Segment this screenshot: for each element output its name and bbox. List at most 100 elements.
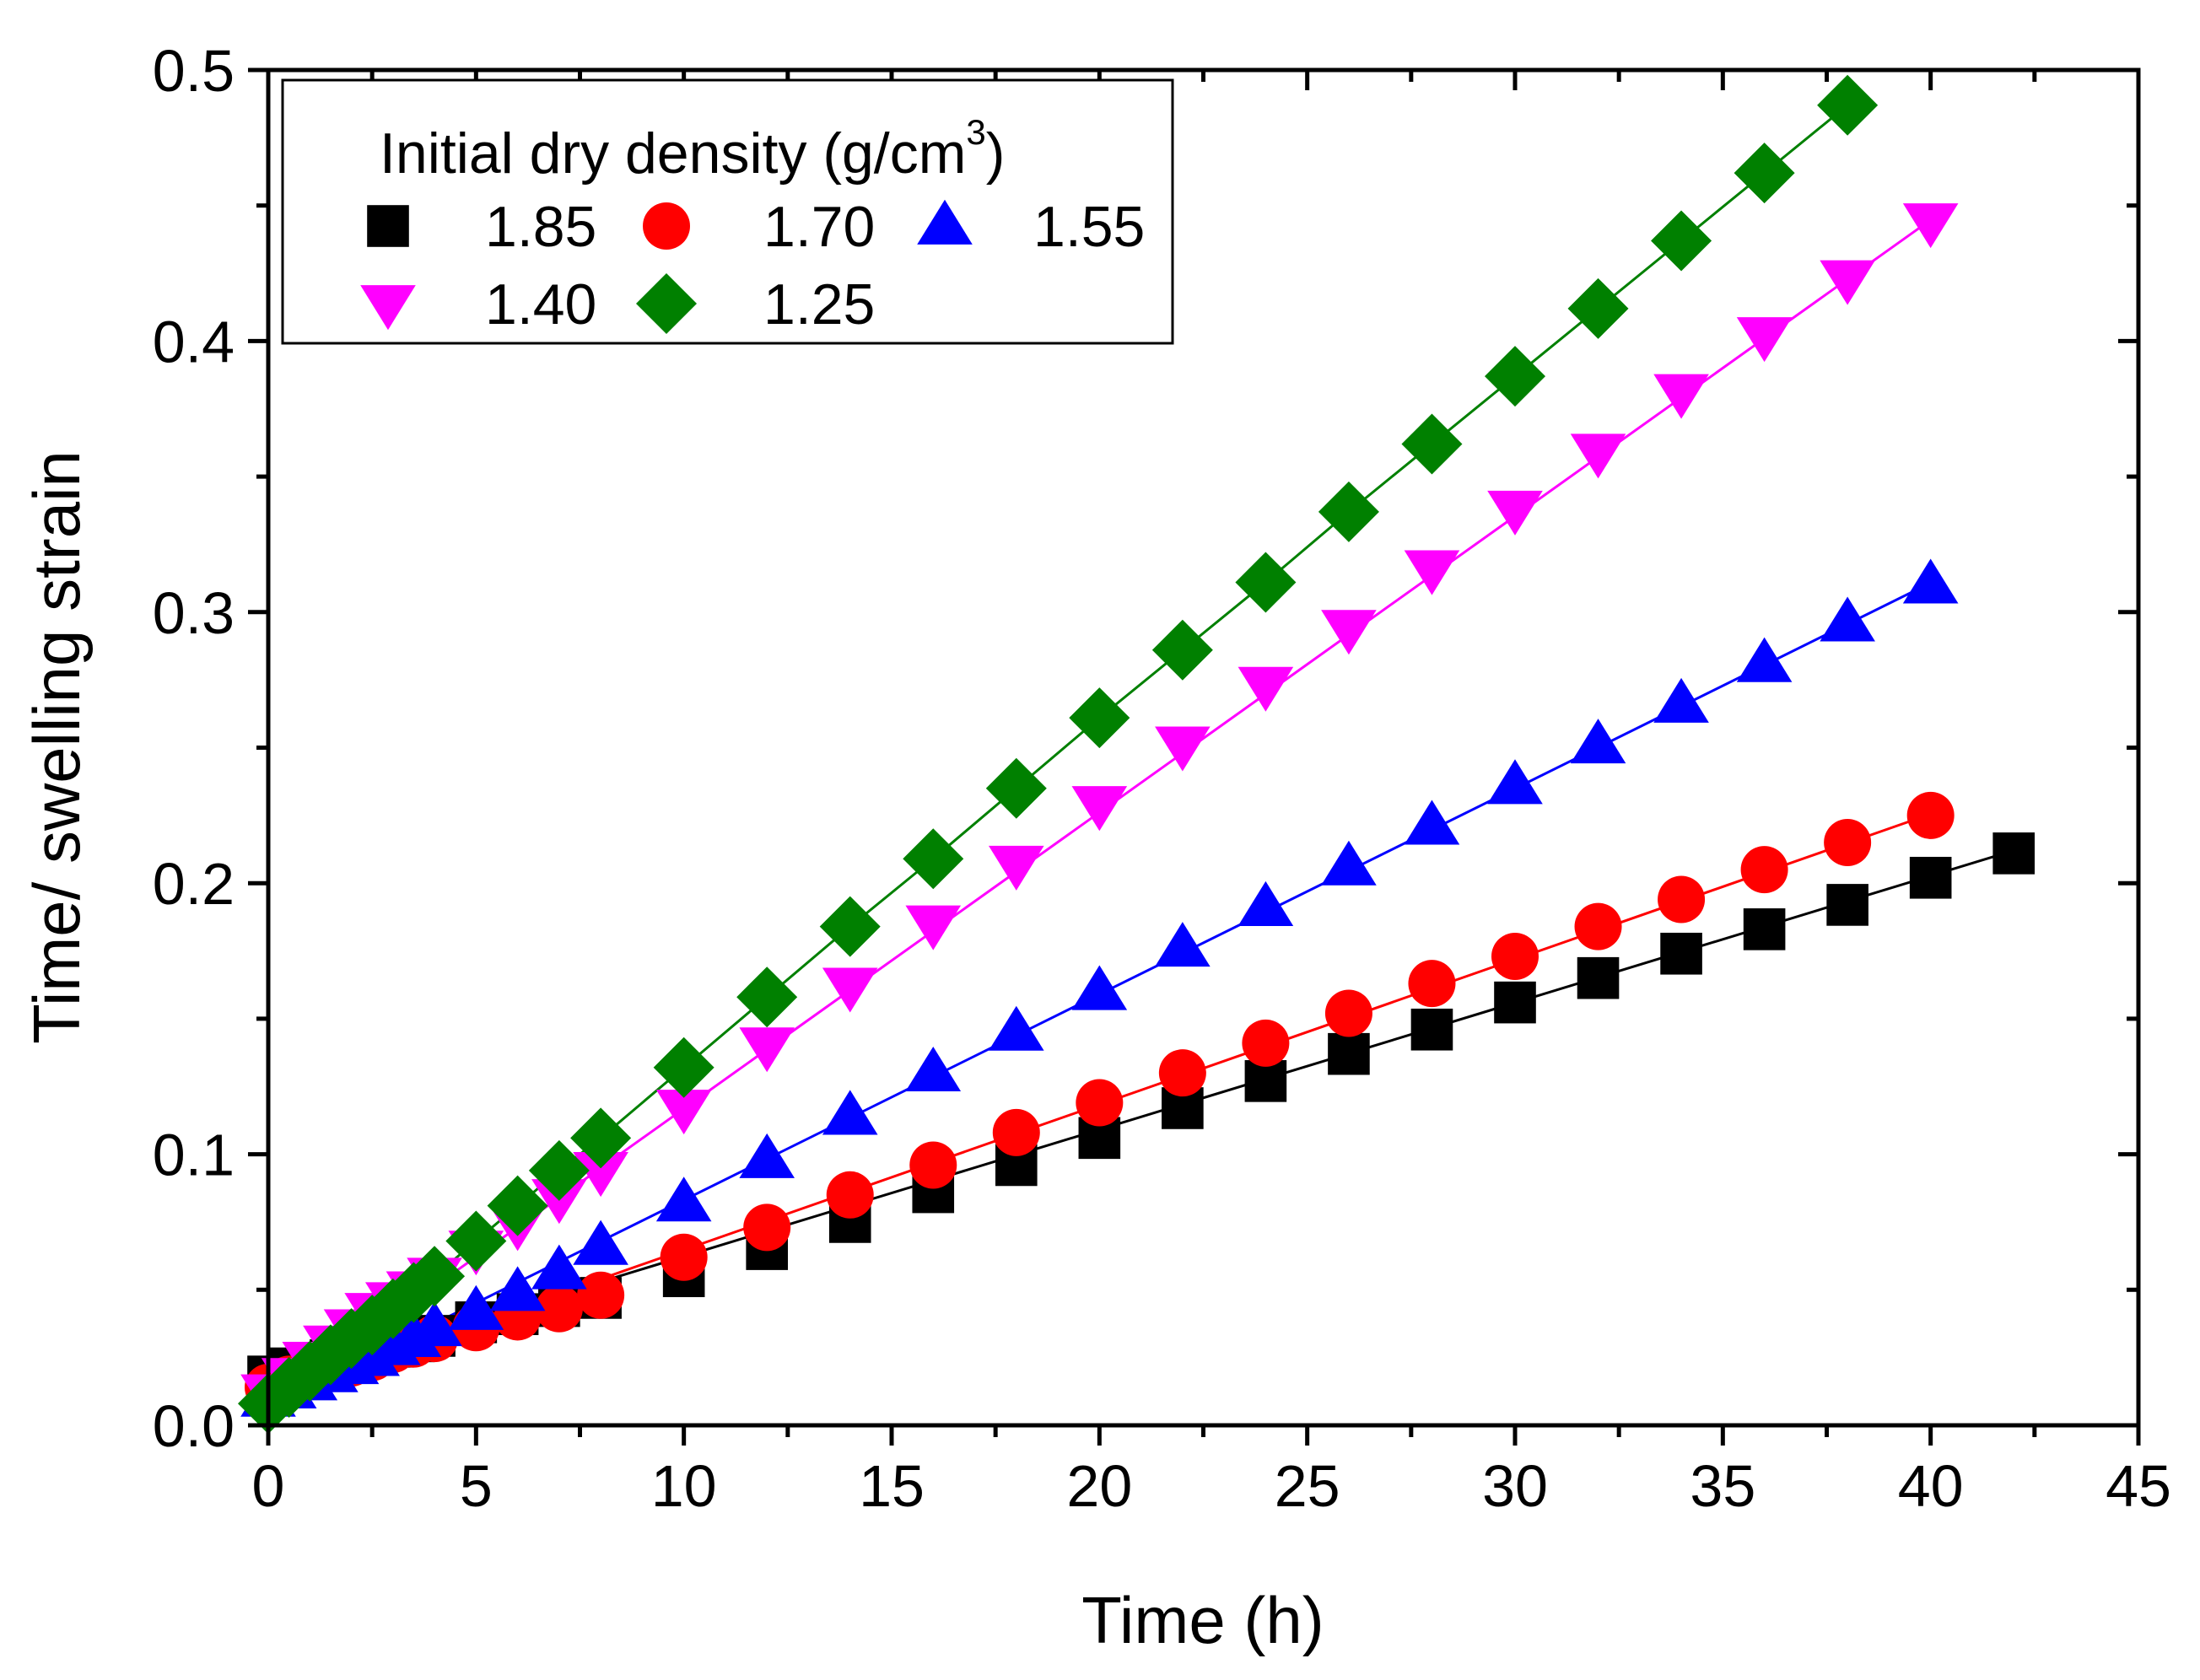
x-axis-title: Time (h) <box>1081 1583 1324 1657</box>
series-1_70-point <box>1408 960 1456 1008</box>
series-1_55-point <box>822 1090 878 1135</box>
series-1_85-point <box>1494 981 1536 1024</box>
legend-marker <box>643 202 690 250</box>
series-1_25-point <box>1151 619 1213 681</box>
series-1_70-point <box>577 1271 625 1319</box>
series-1_55-point <box>489 1266 546 1311</box>
series-1_55-point <box>448 1284 504 1330</box>
series-1_55-point <box>407 1301 462 1347</box>
series-1_40-point <box>1404 550 1460 595</box>
x-tick-label: 5 <box>460 1453 493 1519</box>
series-1_40-point <box>1155 726 1211 772</box>
series-1_85-point <box>1328 1032 1370 1075</box>
series-1_70-point <box>826 1171 874 1219</box>
series-1_40-point <box>1487 490 1543 536</box>
series-1_70-point <box>1491 932 1539 980</box>
series-1_40-point <box>1820 260 1875 305</box>
series-1_55-point <box>1736 637 1793 682</box>
legend-label: 1.40 <box>485 272 596 337</box>
series-1_55-point <box>1071 965 1128 1010</box>
x-tick-label: 35 <box>1690 1453 1755 1519</box>
legend-label: 1.55 <box>1033 195 1145 259</box>
legend-label: 1.85 <box>485 195 596 259</box>
series-1_70-point <box>1076 1079 1124 1127</box>
series-1_85-point <box>1577 956 1620 999</box>
series-1_85-point <box>1244 1060 1287 1102</box>
series-1_25-point <box>985 757 1047 819</box>
series-1_25-point <box>404 1246 466 1307</box>
series-1_25-point <box>487 1175 548 1236</box>
series-1_70-points <box>245 791 1955 1412</box>
series-1_85-point <box>1909 856 1952 899</box>
series-1_70-point <box>1658 875 1706 923</box>
series-1_25-point <box>570 1107 632 1169</box>
series-1_25-point <box>1235 552 1297 613</box>
series-1_55-point <box>1321 840 1377 886</box>
x-tick-label: 0 <box>252 1453 285 1519</box>
series-1_55-point <box>655 1177 712 1222</box>
series-1_40-point <box>531 1179 587 1225</box>
x-tick-label: 25 <box>1275 1453 1340 1519</box>
legend-item-1_70: 1.70 <box>643 195 875 259</box>
series-1_55-point <box>1404 800 1460 845</box>
y-tick-label: 0.4 <box>153 309 235 374</box>
y-tick-label: 0.2 <box>153 851 235 917</box>
series-1_55-point <box>531 1244 587 1290</box>
series-1_25-point <box>819 896 881 957</box>
series-1_25-point <box>736 967 798 1028</box>
series-1_25-point <box>653 1037 714 1098</box>
series-1_40-point <box>655 1090 712 1135</box>
series-1_25-point <box>1817 74 1879 136</box>
x-tick-label: 40 <box>1898 1453 1964 1519</box>
series-1_40-point <box>1321 610 1377 655</box>
legend-marker <box>367 205 409 247</box>
y-tick-label: 0.0 <box>153 1393 235 1459</box>
series-1_55-point <box>1155 922 1211 967</box>
series-1_70-point <box>743 1203 791 1252</box>
series-1_25-point <box>1401 413 1463 475</box>
series-1_70-point <box>1906 791 1955 839</box>
series-1_70-point <box>1824 818 1872 866</box>
x-tick-label: 20 <box>1066 1453 1132 1519</box>
series-1_25-point <box>1069 687 1130 749</box>
series-1_55-point <box>739 1133 795 1178</box>
series-1_40-point <box>1238 666 1294 712</box>
series-1_25-point <box>445 1210 507 1272</box>
series-1_40-point <box>1902 203 1959 249</box>
series-1_55-point <box>1653 677 1709 723</box>
series-1_55-point <box>1487 759 1543 805</box>
y-tick-label: 0.5 <box>153 38 235 104</box>
series-1_40-point <box>1071 786 1128 832</box>
legend-marker <box>917 199 973 245</box>
y-tick-label: 0.3 <box>153 580 235 646</box>
series-1_55-point <box>573 1220 628 1265</box>
axis-ticks <box>248 67 2141 1446</box>
legend-item-1_55: 1.55 <box>917 195 1145 259</box>
legend-title: Initial dry density (g/cm3) <box>380 112 1005 186</box>
series-1_25-point <box>1734 143 1795 204</box>
x-tick-label: 10 <box>651 1453 717 1519</box>
series-1_85-point <box>1992 832 2035 875</box>
legend-label: 1.70 <box>763 195 875 259</box>
series-1_40-point <box>1570 433 1626 479</box>
legend-item-1_40: 1.40 <box>360 272 596 337</box>
x-tick-label: 30 <box>1482 1453 1548 1519</box>
series-1_40-point <box>573 1152 628 1198</box>
series-1_70-point <box>660 1233 708 1281</box>
series-1_25-points <box>238 74 1879 1435</box>
series-1_85-point <box>1743 908 1786 950</box>
series-1_25-point <box>528 1139 590 1201</box>
series-1_70-point <box>909 1141 957 1189</box>
series-1_55-points <box>240 558 1959 1417</box>
series-1_85-point <box>1660 932 1702 975</box>
legend-item-1_85: 1.85 <box>367 195 596 259</box>
series-1_25-point <box>383 1262 445 1323</box>
series-1_55-point <box>1570 719 1626 764</box>
series-1_55-point <box>1820 596 1875 642</box>
series-1_85-point <box>1410 1008 1453 1051</box>
legend-label: 1.25 <box>763 272 875 337</box>
series-1_55-point <box>989 1005 1044 1051</box>
series-1_85-point <box>1826 884 1868 926</box>
legend-box <box>281 78 1174 345</box>
